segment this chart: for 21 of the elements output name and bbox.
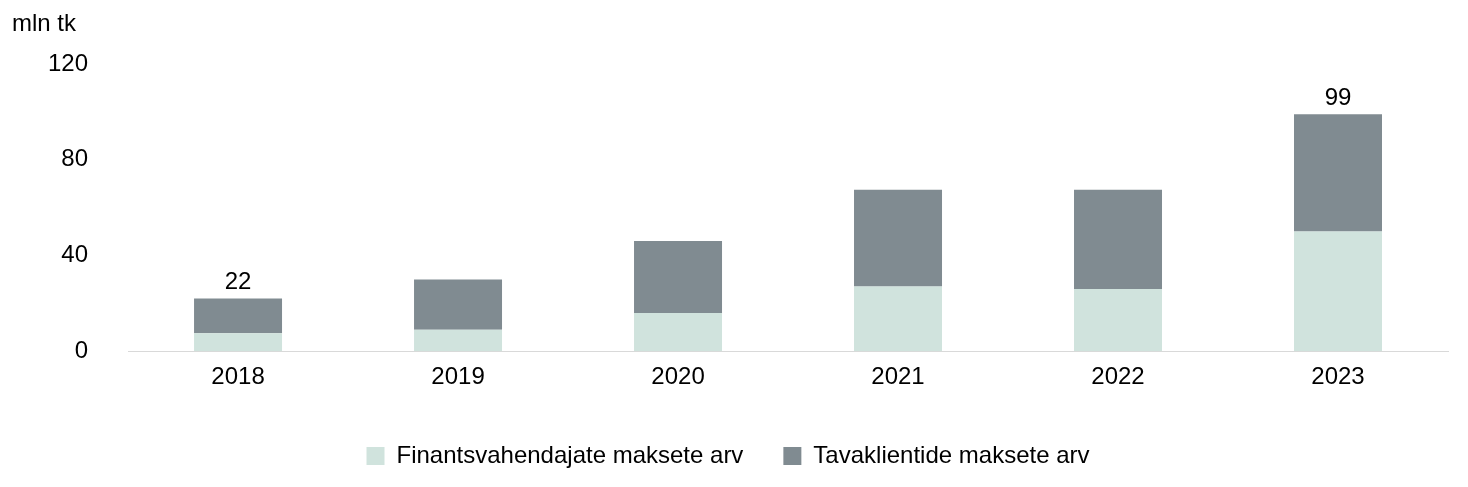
x-tick-label: 2018 — [211, 362, 265, 390]
bar — [1074, 189, 1163, 289]
bar — [414, 279, 503, 330]
y-axis-title: mln tk — [12, 8, 78, 36]
x-tick-label: 2021 — [871, 362, 925, 390]
y-tick-label: 120 — [48, 48, 89, 76]
bar — [634, 241, 723, 313]
y-tick-label: 40 — [61, 240, 89, 268]
x-tick-label: 2019 — [431, 362, 485, 390]
legend-label: Tavaklientide maksete arv — [813, 440, 1090, 468]
x-tick-label: 2023 — [1311, 362, 1365, 390]
x-tick-label: 2020 — [651, 362, 705, 390]
total-label: 99 — [1324, 82, 1352, 110]
bar — [194, 298, 283, 334]
legend-label: Finantsvahendajate maksete arv — [396, 440, 744, 468]
bar — [854, 189, 943, 287]
y-tick-label: 80 — [61, 144, 89, 172]
y-tick-label: 0 — [74, 335, 89, 363]
x-tick-label: 2022 — [1091, 362, 1145, 390]
total-label: 22 — [224, 267, 252, 295]
bar — [1294, 114, 1382, 232]
